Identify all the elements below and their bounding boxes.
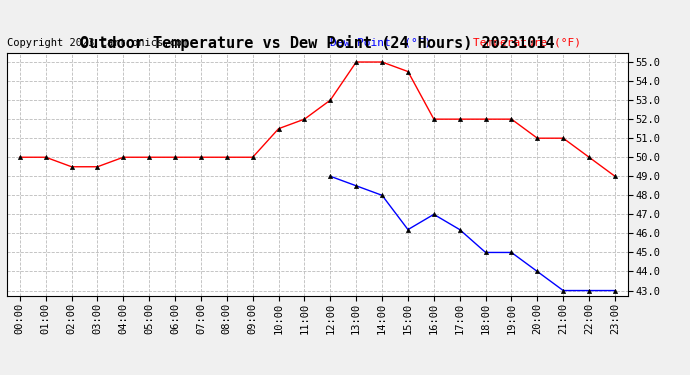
Text: Temperature (°F): Temperature (°F) — [473, 38, 581, 48]
Text: Dew Point  (°F): Dew Point (°F) — [330, 38, 431, 48]
Title: Outdoor Temperature vs Dew Point (24 Hours) 20231014: Outdoor Temperature vs Dew Point (24 Hou… — [80, 35, 555, 51]
Text: Copyright 2023 Cartronics.com: Copyright 2023 Cartronics.com — [7, 38, 188, 48]
